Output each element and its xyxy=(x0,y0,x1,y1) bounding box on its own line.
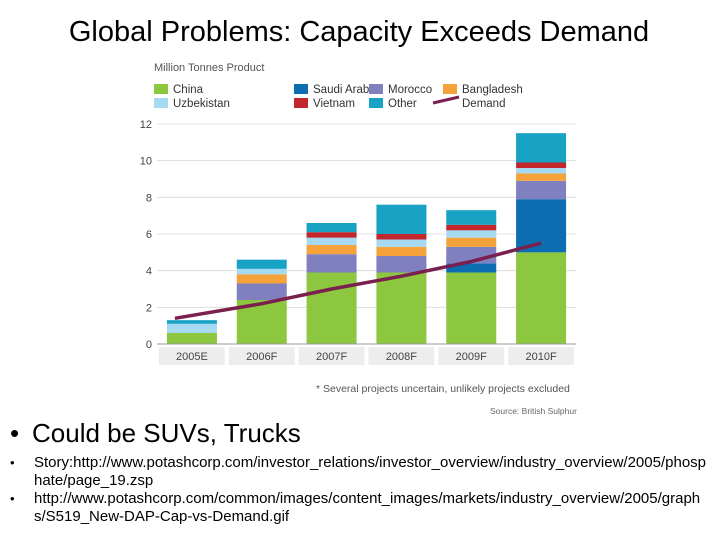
x-tick-bg xyxy=(508,347,574,365)
slide-title: Global Problems: Capacity Exceeds Demand xyxy=(68,16,650,48)
bar-china-2007F xyxy=(306,272,357,344)
x-tick-bg xyxy=(159,347,225,365)
capacity-vs-demand-chart: Million Tonnes Product China Saudi Arabia… xyxy=(140,62,577,416)
legend-swatch-morocco xyxy=(369,84,383,94)
bar-uzbekistan-2009F xyxy=(446,230,497,238)
story-link-text[interactable]: Story:http://www.potashcorp.com/investor… xyxy=(34,454,706,489)
legend-label: Bangladesh xyxy=(462,84,523,96)
x-tick-label: 2010F xyxy=(525,351,556,363)
legend-label: Demand xyxy=(462,98,505,110)
legend-swatch-other xyxy=(369,98,383,108)
bar-uzbekistan-2010F xyxy=(516,168,567,174)
x-tick-bg xyxy=(438,347,505,365)
legend-label: Saudi Arabia xyxy=(313,84,379,96)
bar-uzbekistan-2007F xyxy=(306,237,357,245)
sub-bullet-item: • Story:http://www.potashcorp.com/investo… xyxy=(10,454,706,490)
legend-swatch-bangladesh xyxy=(443,84,457,94)
y-tick-label: 6 xyxy=(146,229,152,241)
bullet-dot-icon: • xyxy=(10,418,20,448)
bullet-item: • Could be SUVs, Trucks xyxy=(10,417,301,449)
x-tick-label: 2009F xyxy=(456,351,487,363)
bar-other-2006F xyxy=(236,259,287,269)
x-tick-label: 2006F xyxy=(246,351,277,363)
bar-vietnam-2009F xyxy=(446,224,497,231)
demand-line xyxy=(174,241,542,321)
bar-uzbekistan-2005E xyxy=(166,323,217,333)
bar-bangladesh-2006F xyxy=(236,274,287,284)
bar-bangladesh-2009F xyxy=(446,237,497,247)
y-tick-label: 12 xyxy=(140,119,152,131)
bar-uzbekistan-2008F xyxy=(376,239,427,247)
y-tick-label: 8 xyxy=(146,192,152,204)
legend-demand-line xyxy=(432,95,460,105)
bar-vietnam-2010F xyxy=(516,162,567,168)
bar-other-2007F xyxy=(306,223,357,233)
bar-bangladesh-2010F xyxy=(516,173,567,181)
main-bullet-list: • Could be SUVs, Trucks xyxy=(10,417,301,449)
x-tick-bg xyxy=(228,347,295,365)
graph-link-text[interactable]: http://www.potashcorp.com/common/images/… xyxy=(34,490,701,525)
legend-swatch-vietnam xyxy=(294,98,308,108)
legend-label: Uzbekistan xyxy=(173,98,230,110)
legend-label: China xyxy=(173,84,204,96)
legend-swatch-saudi-arabia xyxy=(294,84,308,94)
bar-morocco-2007F xyxy=(306,254,357,273)
chart-legend: China Saudi Arabia Morocco Bangladesh Uzbeki… xyxy=(154,84,523,110)
bar-morocco-2006F xyxy=(236,283,287,300)
legend-swatch-china xyxy=(154,84,168,94)
bullet-dot-icon: • xyxy=(10,491,15,506)
bar-other-2010F xyxy=(516,133,567,163)
bar-bangladesh-2007F xyxy=(306,245,357,255)
legend-label: Vietnam xyxy=(313,98,355,110)
x-tick-label: 2005E xyxy=(176,351,208,363)
bar-morocco-2010F xyxy=(516,180,567,200)
bar-other-2008F xyxy=(376,204,427,234)
demand-series xyxy=(174,241,542,321)
bar-china-2010F xyxy=(516,252,567,344)
bar-saudi-arabia-2009F xyxy=(446,263,497,273)
sub-bullet-list: • http://www.potashcorp.com/common/images… xyxy=(10,490,706,526)
legend-swatch-uzbekistan xyxy=(154,98,168,108)
chart-source: Source: British Sulphur xyxy=(490,406,577,416)
x-tick-label: 2007F xyxy=(316,351,347,363)
bar-vietnam-2007F xyxy=(306,232,357,238)
legend-label: Other xyxy=(388,98,417,110)
bar-morocco-2008F xyxy=(376,256,427,273)
bar-china-2009F xyxy=(446,272,497,344)
bullet-text: Could be SUVs, Trucks xyxy=(32,418,301,448)
sub-bullet-item: • http://www.potashcorp.com/common/images… xyxy=(10,490,706,526)
bar-vietnam-2008F xyxy=(376,234,427,240)
bar-china-2005E xyxy=(166,333,217,344)
bar-uzbekistan-2006F xyxy=(236,268,287,275)
y-tick-label: 10 xyxy=(140,156,152,168)
chart-axes: 0 2 4 6 8 10 12 2005E 2006F 2007F 2008F 2009F 2010F xyxy=(140,119,576,365)
bullet-dot-icon: • xyxy=(10,455,15,470)
bar-bangladesh-2008F xyxy=(376,246,427,256)
bar-other-2005E xyxy=(166,320,217,324)
x-tick-bg xyxy=(368,347,435,365)
y-tick-label: 0 xyxy=(146,339,152,351)
sub-bullet-list: • Story:http://www.potashcorp.com/investo… xyxy=(10,454,706,490)
x-tick-label: 2008F xyxy=(386,351,417,363)
y-tick-label: 2 xyxy=(146,302,152,314)
x-tick-bg xyxy=(298,347,365,365)
chart-bars xyxy=(166,133,567,344)
chart-gridlines xyxy=(157,123,576,308)
bar-other-2009F xyxy=(446,210,497,225)
chart-unit-label: Million Tonnes Product xyxy=(154,62,264,74)
y-tick-label: 4 xyxy=(146,266,152,278)
legend-label: Morocco xyxy=(388,84,432,96)
chart-footnote: * Several projects uncertain, unlikely p… xyxy=(316,383,570,395)
bar-china-2008F xyxy=(376,272,427,344)
